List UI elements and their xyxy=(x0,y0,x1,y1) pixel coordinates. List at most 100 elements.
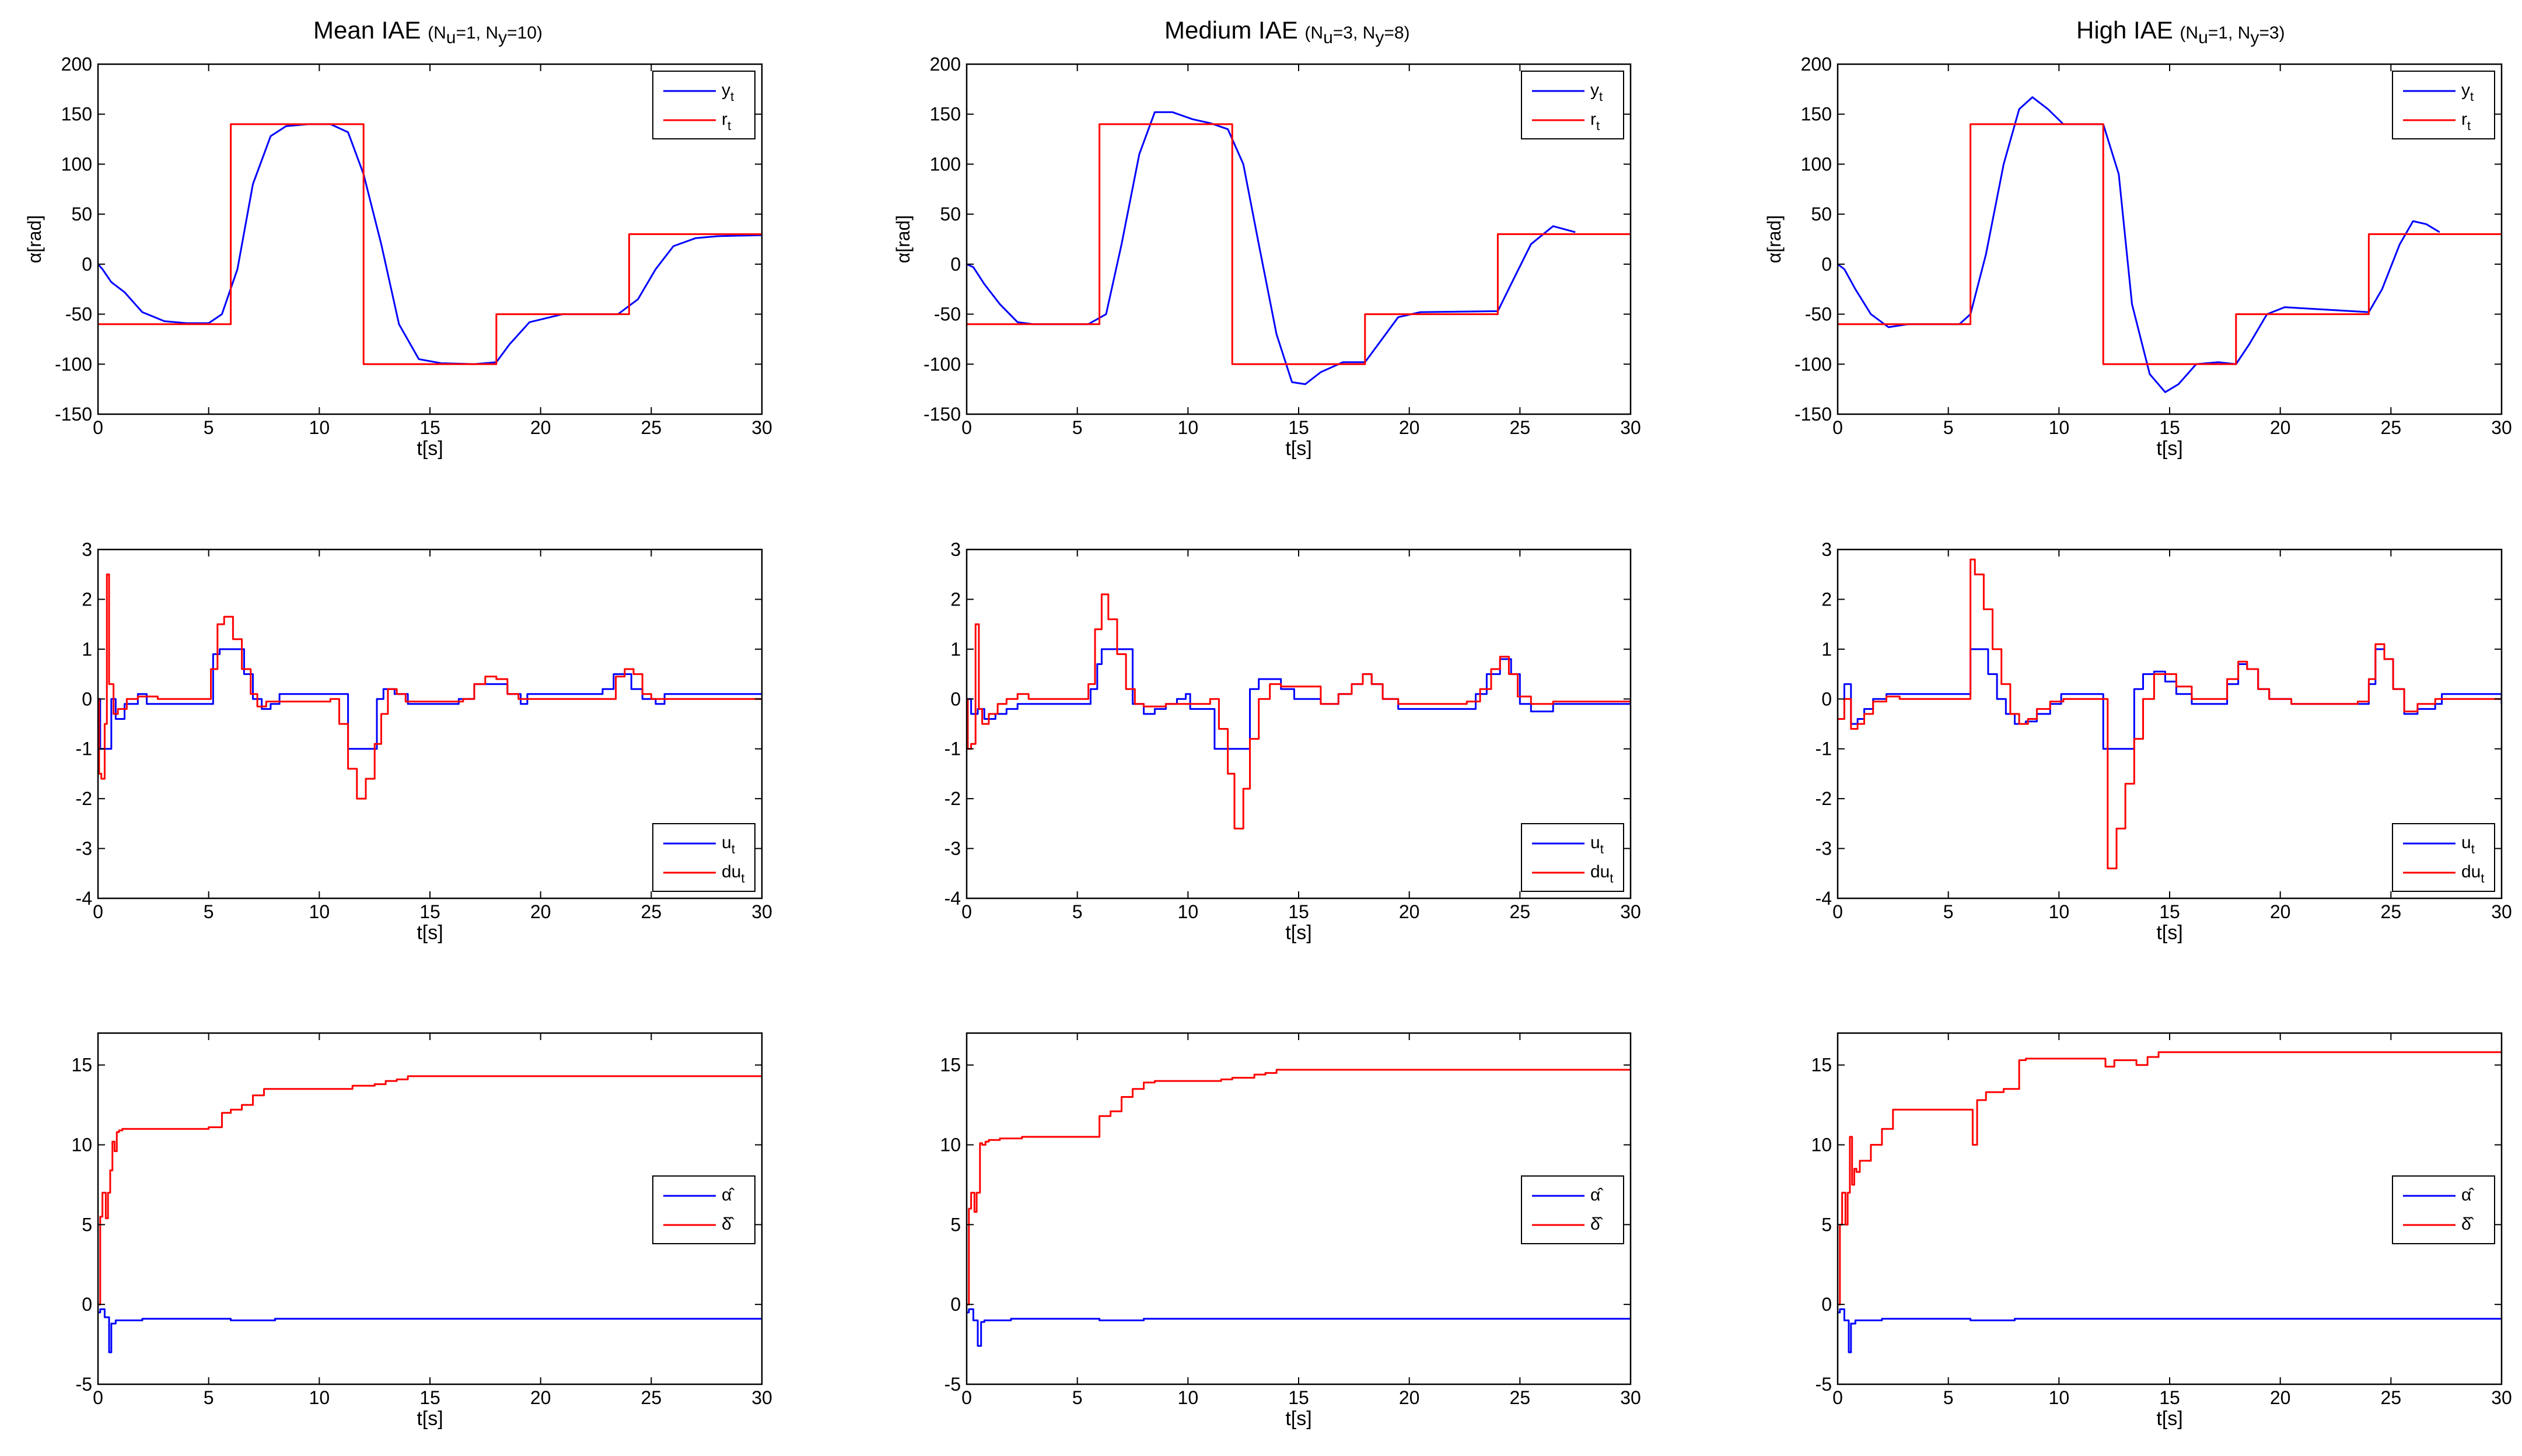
subplot-r1-c2: 0 5 10 15 20 25 30 -4 -3 -2 -1 0 1 2 3 t[s] ut dut xyxy=(1816,539,2512,944)
y-tick-label: 2 xyxy=(1821,589,1832,610)
y-tick-label: 0 xyxy=(1821,688,1832,709)
y-tick-label: -100 xyxy=(55,354,92,374)
series-line-u_t xyxy=(1838,648,2502,750)
y-tick-label: -150 xyxy=(55,404,92,425)
column-title: Mean IAE (Nu=1, Ny=10) xyxy=(313,16,543,47)
y-tick-label: -2 xyxy=(1816,788,1832,809)
x-tick-label: 20 xyxy=(1399,1387,1420,1408)
x-tick-label: 0 xyxy=(1832,1387,1843,1408)
legend: yt rt xyxy=(2392,71,2495,139)
x-tick-label: 20 xyxy=(530,1387,551,1408)
y-tick-label: 10 xyxy=(1811,1135,1832,1156)
y-tick-label: -1 xyxy=(76,738,92,760)
series-line-delta_hat xyxy=(967,1069,1631,1306)
legend-label: ut xyxy=(2461,833,2475,856)
x-tick-label: 30 xyxy=(1620,1387,1641,1408)
x-tick-label: 30 xyxy=(751,417,772,438)
x-tick-label: 15 xyxy=(419,901,440,922)
x-tick-label: 10 xyxy=(309,901,330,922)
x-tick-label: 20 xyxy=(1399,417,1420,438)
x-tick-label: 15 xyxy=(1288,901,1309,922)
x-tick-label: 10 xyxy=(309,417,330,438)
y-tick-label: 15 xyxy=(940,1055,961,1076)
y-tick-label: 1 xyxy=(950,639,961,660)
y-tick-label: 50 xyxy=(1811,204,1832,225)
x-tick-label: 20 xyxy=(2270,901,2291,922)
legend: yt rt xyxy=(652,71,755,139)
y-tick-label: 0 xyxy=(950,1294,961,1315)
x-axis-label: t[s] xyxy=(2156,922,2182,944)
x-tick-label: 10 xyxy=(309,1387,330,1408)
x-tick-label: 10 xyxy=(2049,901,2070,922)
x-tick-label: 0 xyxy=(93,1387,103,1408)
x-axis-label: t[s] xyxy=(2156,1408,2182,1430)
legend: ut dut xyxy=(652,823,755,892)
legend-label: α̂ xyxy=(722,1185,734,1205)
legend: ut dut xyxy=(1521,823,1624,892)
x-tick-label: 15 xyxy=(419,417,440,438)
subplot-r0-c0: 0 5 10 15 20 25 30 -150 -100 -50 0 50 100 150 200 t[s] α… xyxy=(24,54,772,460)
x-tick-label: 20 xyxy=(1399,901,1420,922)
y-tick-label: 10 xyxy=(940,1135,961,1156)
legend-label: ut xyxy=(1590,833,1604,856)
y-axis-label: α[rad] xyxy=(1764,215,1785,264)
legend-label: yt xyxy=(1590,80,1603,104)
series-line-r_t xyxy=(967,123,1631,365)
x-tick-label: 5 xyxy=(1072,901,1083,922)
series-line-du_t xyxy=(98,573,762,800)
series-line-du_t xyxy=(967,593,1631,830)
y-tick-label: -2 xyxy=(76,788,92,809)
x-tick-label: 0 xyxy=(961,901,972,922)
x-tick-label: 5 xyxy=(1943,901,1954,922)
x-axis-label: t[s] xyxy=(1285,1408,1311,1430)
y-tick-label: 10 xyxy=(71,1135,92,1156)
y-tick-label: 0 xyxy=(82,1294,92,1315)
column-title: High IAE (Nu=1, Ny=3) xyxy=(2076,16,2285,47)
series-line-delta_hat xyxy=(1838,1051,2502,1306)
x-axis-label: t[s] xyxy=(1285,438,1311,460)
x-tick-label: 0 xyxy=(93,417,103,438)
y-tick-label: 200 xyxy=(1801,54,1832,75)
x-tick-label: 25 xyxy=(1510,1387,1531,1408)
x-tick-label: 5 xyxy=(204,1387,214,1408)
y-tick-label: 0 xyxy=(1821,254,1832,275)
x-tick-label: 5 xyxy=(1943,1387,1954,1408)
series-line-y_t xyxy=(1838,96,2440,393)
legend-label: α̂ xyxy=(1590,1185,1603,1205)
legend-label: rt xyxy=(1590,110,1600,133)
legend: α̂ δ̂ xyxy=(652,1175,755,1244)
y-tick-label: -100 xyxy=(1795,354,1832,374)
series-line-r_t xyxy=(98,123,762,365)
legend-label: yt xyxy=(722,80,734,104)
legend-label: yt xyxy=(2461,80,2474,104)
x-tick-label: 0 xyxy=(1832,417,1843,438)
x-tick-label: 25 xyxy=(2381,417,2402,438)
y-tick-label: -5 xyxy=(945,1374,961,1395)
x-tick-label: 30 xyxy=(751,901,772,922)
y-tick-label: -50 xyxy=(65,304,92,325)
x-tick-label: 20 xyxy=(2270,1387,2291,1408)
x-tick-label: 10 xyxy=(1178,901,1199,922)
y-tick-label: 1 xyxy=(82,639,92,660)
x-tick-label: 5 xyxy=(204,901,214,922)
y-tick-label: 3 xyxy=(82,539,92,560)
x-tick-label: 25 xyxy=(641,901,662,922)
legend-label: dut xyxy=(722,862,745,886)
y-tick-label: 2 xyxy=(82,589,92,610)
legend-label: δ̂ xyxy=(1590,1214,1603,1234)
y-tick-label: 0 xyxy=(1821,1294,1832,1315)
legend-label: δ̂ xyxy=(2461,1214,2474,1234)
series-line-du_t xyxy=(1838,558,2502,870)
y-tick-label: 50 xyxy=(71,204,92,225)
y-tick-label: 1 xyxy=(1821,639,1832,660)
y-tick-label: -4 xyxy=(945,888,961,909)
y-tick-label: 15 xyxy=(1811,1055,1832,1076)
y-axis-label: α[rad] xyxy=(893,215,914,264)
x-tick-label: 15 xyxy=(1288,417,1309,438)
subplot-r1-c1: 0 5 10 15 20 25 30 -4 -3 -2 -1 0 1 2 3 t[s] ut dut xyxy=(945,539,1641,944)
legend: α̂ δ̂ xyxy=(2392,1175,2495,1244)
y-tick-label: 150 xyxy=(1801,104,1832,125)
series-line-u_t xyxy=(98,648,762,750)
